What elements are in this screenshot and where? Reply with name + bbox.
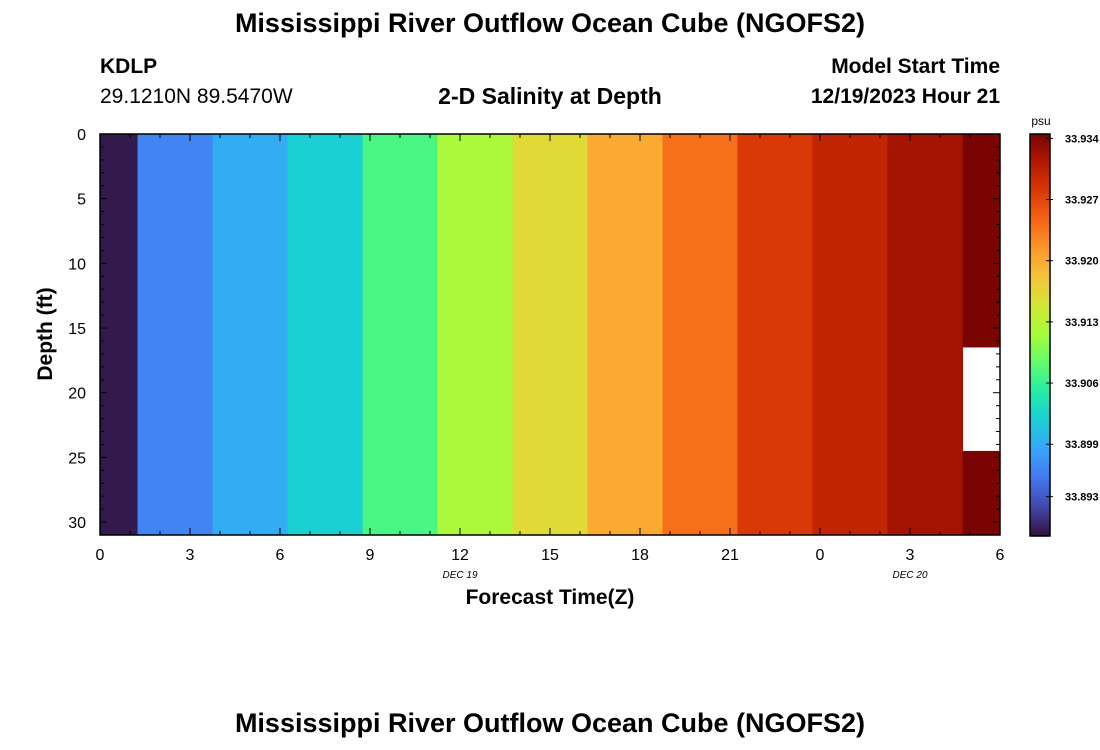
- chart-axes: 0 3 6 9 12 15 18 21 0 3 6 DEC 19 DEC 20 0 5 10 15 20 25 30: [68, 127, 1004, 581]
- x-tick-label: 6: [996, 547, 1005, 564]
- heatmap-cell-12-0: [962, 134, 1001, 348]
- colorbar-bar: [1029, 133, 1051, 537]
- colorbar-tick-label: 33.899: [1065, 439, 1099, 451]
- x-tick-label: 6: [276, 547, 285, 564]
- y-tick-label: 0: [77, 127, 86, 144]
- heatmap-cell-12-1: [962, 450, 1001, 535]
- chart-title: 2-D Salinity at Depth: [438, 83, 662, 109]
- colorbar-tick-label: 33.913: [1065, 317, 1099, 329]
- y-tick-label: 25: [68, 450, 86, 467]
- x-date-label: DEC 20: [892, 570, 927, 581]
- x-tick-label: 21: [721, 547, 739, 564]
- model-start-value: 12/19/2023 Hour 21: [810, 85, 1000, 108]
- heatmap-cell-9: [737, 134, 813, 535]
- y-tick-label: 15: [68, 321, 86, 338]
- heatmap-cell-5: [437, 134, 513, 535]
- x-tick-label: 15: [541, 547, 559, 564]
- heatmap-cell-3: [287, 134, 363, 535]
- heatmap-cell-11: [887, 134, 963, 535]
- y-tick-label: 10: [68, 256, 86, 273]
- x-date-label: DEC 19: [442, 570, 477, 581]
- colorbar-tick-label: 33.934: [1065, 133, 1100, 145]
- colorbar-tick-label: 33.893: [1065, 492, 1099, 504]
- heatmap-cells: [100, 134, 1001, 535]
- y-tick-label: 20: [68, 386, 86, 403]
- x-tick-label: 9: [366, 547, 375, 564]
- colorbar-tick-label: 33.927: [1065, 195, 1099, 207]
- colorbar-tick-label: 33.906: [1065, 378, 1099, 390]
- colorbar-tick-label: 33.920: [1065, 256, 1099, 268]
- colorbar-legend: 33.934 33.927 33.920 33.913 33.906 33.899 33.8…: [1029, 133, 1100, 537]
- colorbar-unit: psu: [1031, 114, 1050, 128]
- x-tick-label: 3: [906, 547, 915, 564]
- x-tick-label: 12: [451, 547, 469, 564]
- heatmap-cell-7: [587, 134, 663, 535]
- heatmap-cell-10: [812, 134, 888, 535]
- heatmap-cell-8: [662, 134, 738, 535]
- heatmap-cell-0: [100, 134, 138, 535]
- footer-title: Mississippi River Outflow Ocean Cube (NG…: [234, 708, 866, 738]
- heatmap-cell-2: [212, 134, 288, 535]
- y-axis-label: Depth (ft): [34, 287, 57, 380]
- y-tick-label: 5: [77, 192, 86, 209]
- station-id: KDLP: [100, 55, 158, 78]
- model-start-label: Model Start Time: [831, 55, 1000, 78]
- x-tick-label: 0: [816, 547, 825, 564]
- heatmap-cell-1: [137, 134, 213, 535]
- chart-main-title: Mississippi River Outflow Ocean Cube (NG…: [234, 8, 866, 38]
- x-tick-label: 3: [186, 547, 195, 564]
- y-tick-label: 30: [68, 515, 86, 532]
- station-coordinates: 29.1210N 89.5470W: [100, 85, 293, 108]
- heatmap-cell-6: [512, 134, 588, 535]
- x-tick-label: 18: [631, 547, 649, 564]
- x-axis-label: Forecast Time(Z): [466, 586, 635, 609]
- heatmap-cell-4: [362, 134, 438, 535]
- x-tick-label: 0: [96, 547, 105, 564]
